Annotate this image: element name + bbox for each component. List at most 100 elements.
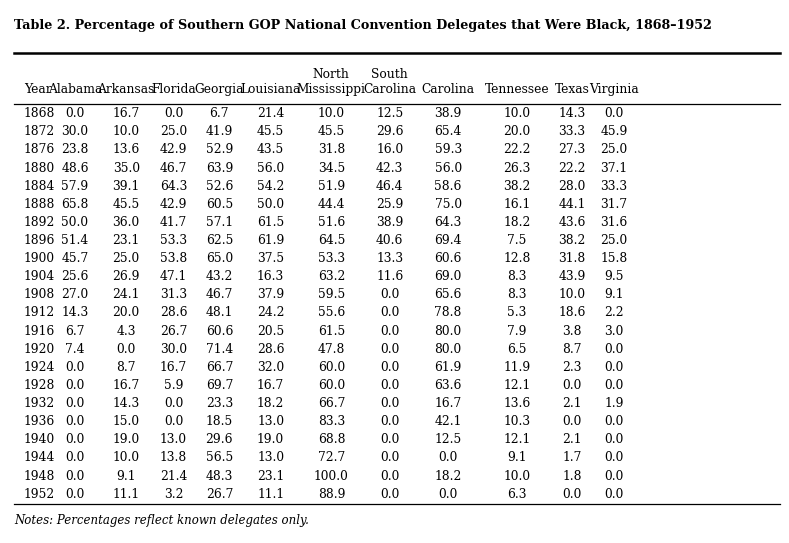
Text: 63.2: 63.2 [318,270,345,283]
Text: 8.7: 8.7 [563,343,581,356]
Text: 33.3: 33.3 [559,125,585,138]
Text: 72.7: 72.7 [318,451,345,464]
Text: 43.6: 43.6 [559,216,585,229]
Text: 28.6: 28.6 [257,343,284,356]
Text: 62.5: 62.5 [206,234,233,247]
Text: 4.3: 4.3 [117,325,136,338]
Text: 69.4: 69.4 [435,234,462,247]
Text: 31.7: 31.7 [600,198,627,211]
Text: 48.1: 48.1 [206,306,233,319]
Text: Year: Year [24,83,51,96]
Text: 0.0: 0.0 [604,379,623,392]
Text: 51.9: 51.9 [318,180,345,193]
Text: 0.0: 0.0 [604,343,623,356]
Text: 1912: 1912 [24,306,55,319]
Text: 80.0: 80.0 [435,325,462,338]
Text: 23.3: 23.3 [206,397,233,410]
Text: 59.3: 59.3 [435,143,462,156]
Text: 66.7: 66.7 [206,361,233,374]
Text: 30.0: 30.0 [160,343,187,356]
Text: 15.0: 15.0 [113,415,140,428]
Text: 45.5: 45.5 [318,125,345,138]
Text: Carolina: Carolina [363,83,417,96]
Text: 42.3: 42.3 [376,161,403,174]
Text: 9.1: 9.1 [604,288,623,301]
Text: 1876: 1876 [24,143,55,156]
Text: 0.0: 0.0 [380,343,399,356]
Text: 11.6: 11.6 [376,270,403,283]
Text: 18.6: 18.6 [559,306,585,319]
Text: 10.0: 10.0 [559,288,585,301]
Text: 0.0: 0.0 [117,343,136,356]
Text: 47.8: 47.8 [318,343,345,356]
Text: 60.0: 60.0 [318,379,345,392]
Text: 0.0: 0.0 [563,379,581,392]
Text: 18.2: 18.2 [257,397,284,410]
Text: 50.0: 50.0 [62,216,88,229]
Text: 8.3: 8.3 [507,288,526,301]
Text: Texas: Texas [555,83,589,96]
Text: 46.4: 46.4 [376,180,403,193]
Text: 0.0: 0.0 [604,433,623,446]
Text: 45.5: 45.5 [257,125,284,138]
Text: 1948: 1948 [24,470,55,483]
Text: 16.7: 16.7 [257,379,284,392]
Text: 65.4: 65.4 [435,125,462,138]
Text: 44.4: 44.4 [318,198,345,211]
Text: 2.1: 2.1 [563,397,581,410]
Text: 0.0: 0.0 [563,488,581,501]
Text: 16.3: 16.3 [257,270,284,283]
Text: 16.7: 16.7 [113,107,140,120]
Text: 66.7: 66.7 [318,397,345,410]
Text: 1868: 1868 [24,107,55,120]
Text: 68.8: 68.8 [318,433,345,446]
Text: 10.0: 10.0 [113,451,140,464]
Text: Alabama: Alabama [48,83,102,96]
Text: 0.0: 0.0 [65,397,84,410]
Text: 54.2: 54.2 [257,180,284,193]
Text: 26.3: 26.3 [503,161,530,174]
Text: 14.3: 14.3 [62,306,88,319]
Text: 0.0: 0.0 [380,451,399,464]
Text: 53.3: 53.3 [160,234,187,247]
Text: 57.9: 57.9 [62,180,88,193]
Text: 44.1: 44.1 [559,198,585,211]
Text: 12.5: 12.5 [376,107,403,120]
Text: 0.0: 0.0 [439,451,458,464]
Text: 71.4: 71.4 [206,343,233,356]
Text: 0.0: 0.0 [164,415,183,428]
Text: 10.0: 10.0 [503,107,530,120]
Text: 14.3: 14.3 [559,107,585,120]
Text: 78.8: 78.8 [435,306,462,319]
Text: 25.0: 25.0 [160,125,187,138]
Text: 1884: 1884 [24,180,55,193]
Text: 23.1: 23.1 [257,470,284,483]
Text: 52.9: 52.9 [206,143,233,156]
Text: 1872: 1872 [24,125,55,138]
Text: Louisiana: Louisiana [241,83,301,96]
Text: 1928: 1928 [24,379,55,392]
Text: 0.0: 0.0 [563,415,581,428]
Text: 5.9: 5.9 [164,379,183,392]
Text: 0.0: 0.0 [65,433,84,446]
Text: 0.0: 0.0 [65,361,84,374]
Text: 1932: 1932 [24,397,55,410]
Text: 51.6: 51.6 [318,216,345,229]
Text: 10.3: 10.3 [503,415,530,428]
Text: 9.1: 9.1 [507,451,526,464]
Text: 1924: 1924 [24,361,55,374]
Text: 33.3: 33.3 [600,180,627,193]
Text: 0.0: 0.0 [164,397,183,410]
Text: 61.9: 61.9 [257,234,284,247]
Text: 18.2: 18.2 [503,216,530,229]
Text: 1900: 1900 [24,252,54,265]
Text: 22.2: 22.2 [503,143,530,156]
Text: 0.0: 0.0 [604,488,623,501]
Text: Georgia: Georgia [195,83,244,96]
Text: 42.9: 42.9 [160,198,187,211]
Text: 40.6: 40.6 [376,234,403,247]
Text: 0.0: 0.0 [604,451,623,464]
Text: 25.0: 25.0 [113,252,140,265]
Text: 0.0: 0.0 [380,306,399,319]
Text: 53.8: 53.8 [160,252,187,265]
